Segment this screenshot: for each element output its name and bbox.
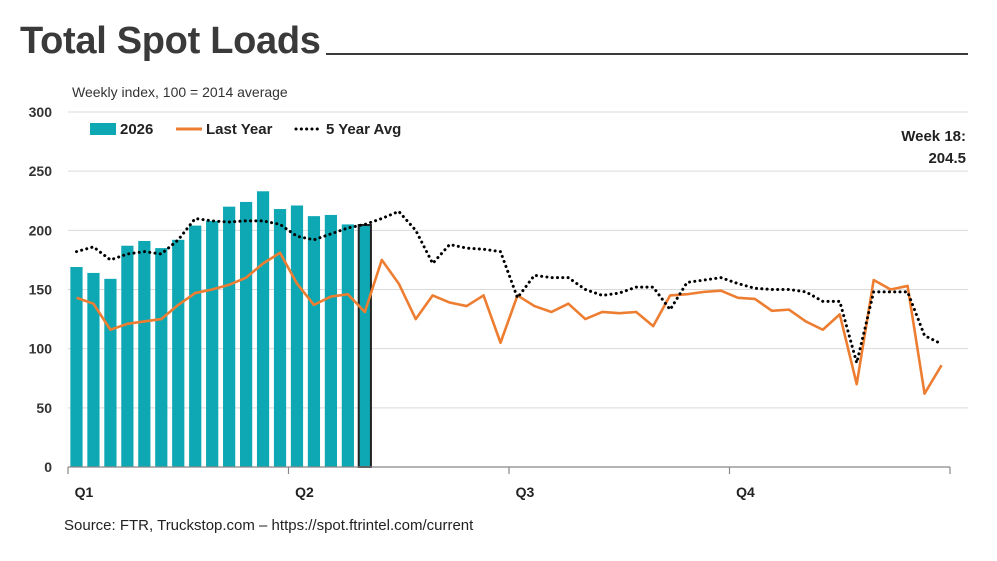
- bar: [341, 224, 354, 467]
- title-underline: [326, 53, 968, 55]
- bar: [290, 205, 304, 467]
- bar: [239, 201, 253, 467]
- axes: Q1 Q2 Q3 Q4: [67, 466, 951, 500]
- y-tick-label: 50: [36, 400, 52, 416]
- last-year-line: [76, 251, 943, 395]
- legend: 2026 Last Year 5 Year Avg: [90, 121, 401, 138]
- y-tick-label: 300: [29, 104, 53, 120]
- bar: [256, 191, 270, 468]
- x-tick-label: Q2: [295, 484, 314, 500]
- y-tick-label: 150: [29, 282, 53, 298]
- chart-title: Total Spot Loads: [20, 20, 321, 62]
- legend-swatch-2026: [90, 123, 116, 135]
- bar: [155, 248, 168, 467]
- bars-2026: [70, 191, 372, 468]
- legend-label-last-year: Last Year: [206, 121, 273, 138]
- source-note: Source: FTR, Truckstop.com – https://spo…: [64, 517, 474, 534]
- bar: [307, 216, 321, 467]
- bar: [223, 206, 236, 467]
- y-tick-label: 200: [29, 222, 53, 238]
- y-tick-label: 250: [29, 163, 53, 179]
- avg-line: [74, 209, 944, 365]
- bar: [172, 239, 185, 467]
- week-annotation-value: 204.5: [928, 150, 966, 167]
- bar: [70, 267, 83, 467]
- week-annotation: Week 18: 204.5: [901, 126, 966, 170]
- series-lines: [74, 209, 944, 395]
- x-tick-label: Q1: [75, 484, 94, 500]
- x-tick-label: Q4: [736, 484, 755, 500]
- bar: [121, 245, 134, 467]
- bar: [189, 225, 202, 467]
- y-tick-label: 0: [44, 459, 52, 475]
- bar: [324, 214, 338, 467]
- bar: [357, 224, 372, 468]
- bar: [87, 272, 100, 467]
- gridlines: 0 50 100 150 200 250 300: [29, 104, 968, 475]
- bar: [273, 209, 287, 468]
- bar: [138, 240, 151, 467]
- legend-label-2026: 2026: [120, 121, 153, 138]
- week-annotation-label: Week 18:: [901, 128, 966, 145]
- bar: [104, 278, 117, 467]
- legend-label-avg: 5 Year Avg: [326, 121, 401, 138]
- x-tick-label: Q3: [516, 484, 535, 500]
- chart-subtitle: Weekly index, 100 = 2014 average: [72, 84, 288, 100]
- y-tick-label: 100: [29, 341, 53, 357]
- bar: [206, 220, 219, 467]
